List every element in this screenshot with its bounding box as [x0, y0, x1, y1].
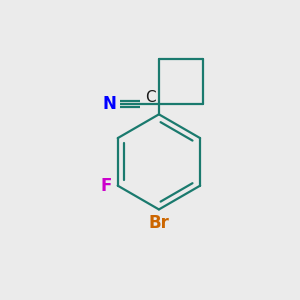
- Text: Br: Br: [148, 214, 170, 232]
- Text: C: C: [145, 90, 156, 105]
- Text: F: F: [101, 177, 112, 195]
- Text: N: N: [102, 95, 116, 113]
